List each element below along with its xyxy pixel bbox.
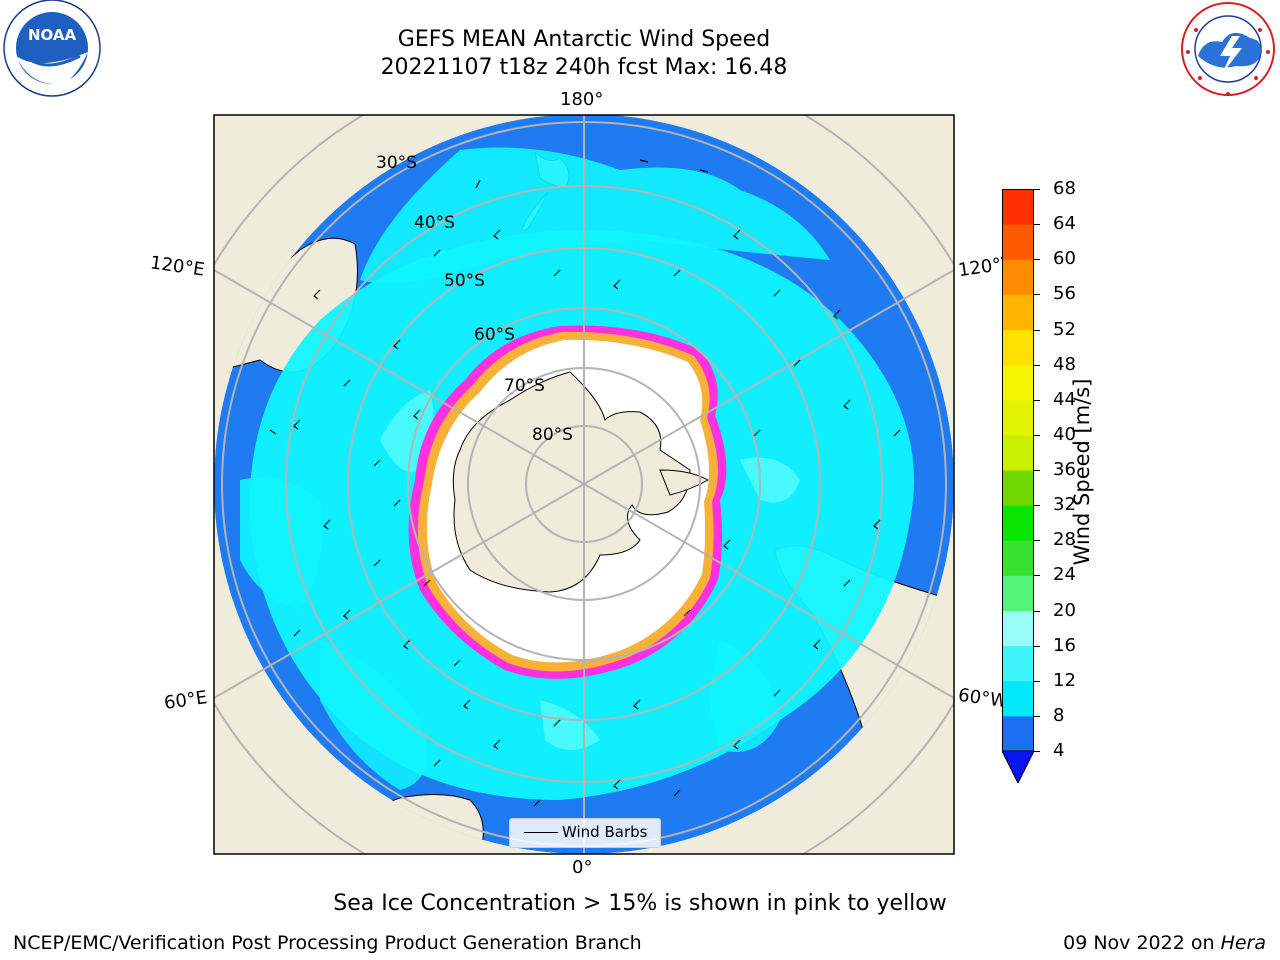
colorbar-band [1002, 399, 1034, 436]
colorbar-tick [1034, 470, 1040, 471]
colorbar-tick-label: 20 [1053, 599, 1076, 621]
colorbar-tick [1034, 540, 1040, 542]
lat-label-30s: 30°S [376, 153, 417, 173]
colorbar-band [1002, 575, 1034, 611]
colorbar-band [1002, 259, 1034, 295]
colorbar-tick-label: 4 [1053, 740, 1065, 761]
colorbar-tick-label: 16 [1053, 634, 1076, 656]
colorbar-band [1002, 189, 1034, 225]
footer-host: Hera [1220, 932, 1266, 954]
footer-date: 09 Nov 2022 on Hera [1063, 932, 1266, 954]
lon-label-0: 0° [572, 857, 593, 878]
colorbar-band [1002, 364, 1034, 401]
colorbar-tick [1034, 610, 1040, 612]
colorbar-tick [1034, 751, 1040, 752]
colorbar [1001, 189, 1035, 785]
colorbar-tick [1034, 715, 1040, 717]
wind-barb-legend-label: Wind Barbs [562, 823, 648, 841]
graticule [214, 115, 954, 854]
noaa-logo-text: NOAA [28, 26, 77, 44]
colorbar-tick-label: 28 [1053, 529, 1076, 551]
lat-label-70s: 70°S [504, 376, 545, 396]
colorbar-tick [1034, 224, 1040, 226]
colorbar-tick-label: 44 [1053, 388, 1076, 410]
colorbar-band [1002, 645, 1034, 682]
noaa-logo: NOAA [0, 0, 106, 102]
wind-barb-legend-line [524, 832, 558, 833]
colorbar-band [1002, 715, 1034, 752]
map-title-line2: 20221107 t18z 240h fcst Max: 16.48 [380, 55, 788, 80]
footer-date-text: 09 Nov 2022 on [1063, 932, 1221, 954]
colorbar-tick [1034, 189, 1040, 190]
colorbar-tick-label: 12 [1053, 669, 1076, 691]
colorbar-tick-label: 32 [1053, 494, 1076, 516]
colorbar-tick [1034, 505, 1040, 507]
nws-logo [1176, 0, 1280, 100]
colorbar-tick-label: 52 [1053, 318, 1076, 340]
map-legend: Wind Barbs [509, 818, 661, 848]
colorbar-tick [1034, 575, 1040, 577]
colorbar-band [1002, 505, 1034, 541]
lat-label-80s: 80°S [532, 425, 573, 445]
colorbar-under-arrow [1001, 750, 1035, 785]
colorbar-frame [1002, 189, 1034, 752]
colorbar-tick-label: 60 [1053, 248, 1076, 270]
colorbar-band [1002, 470, 1034, 506]
colorbar-band [1002, 224, 1034, 260]
colorbar-tick-label: 24 [1053, 564, 1076, 586]
wind-barbs [269, 159, 901, 807]
lon-label-180: 180° [560, 89, 604, 110]
lat-label-40s: 40°S [414, 213, 455, 233]
colorbar-tick-label: 68 [1053, 178, 1076, 199]
colorbar-tick [1034, 294, 1040, 296]
colorbar-label: Wind Speed [m/s] [1070, 378, 1094, 566]
colorbar-tick-label: 48 [1053, 353, 1076, 375]
colorbar-tick-label: 56 [1053, 283, 1076, 305]
map-frame [213, 114, 955, 855]
colorbar-tick-label: 64 [1053, 213, 1076, 235]
colorbar-band [1002, 610, 1034, 647]
colorbar-band [1002, 294, 1034, 330]
sea-ice-caption: Sea Ice Concentration > 15% is shown in … [333, 891, 947, 916]
colorbar-tick-label: 8 [1053, 704, 1065, 726]
colorbar-band [1002, 680, 1034, 717]
lat-label-60s: 60°S [474, 325, 515, 345]
map-title-line1: GEFS MEAN Antarctic Wind Speed [397, 27, 771, 52]
lat-label-50s: 50°S [444, 271, 485, 291]
colorbar-tick [1034, 329, 1040, 331]
colorbar-tick [1034, 645, 1040, 647]
colorbar-tick [1034, 364, 1040, 366]
footer-branch: NCEP/EMC/Verification Post Processing Pr… [13, 932, 642, 954]
colorbar-tick [1034, 259, 1040, 261]
colorbar-tick [1034, 434, 1040, 436]
colorbar-tick [1034, 680, 1040, 682]
colorbar-tick-label: 40 [1053, 423, 1076, 445]
colorbar-tick-label: 36 [1053, 459, 1076, 480]
colorbar-band [1002, 434, 1034, 471]
colorbar-band [1002, 540, 1034, 576]
colorbar-band [1002, 329, 1034, 366]
colorbar-tick [1034, 399, 1040, 401]
